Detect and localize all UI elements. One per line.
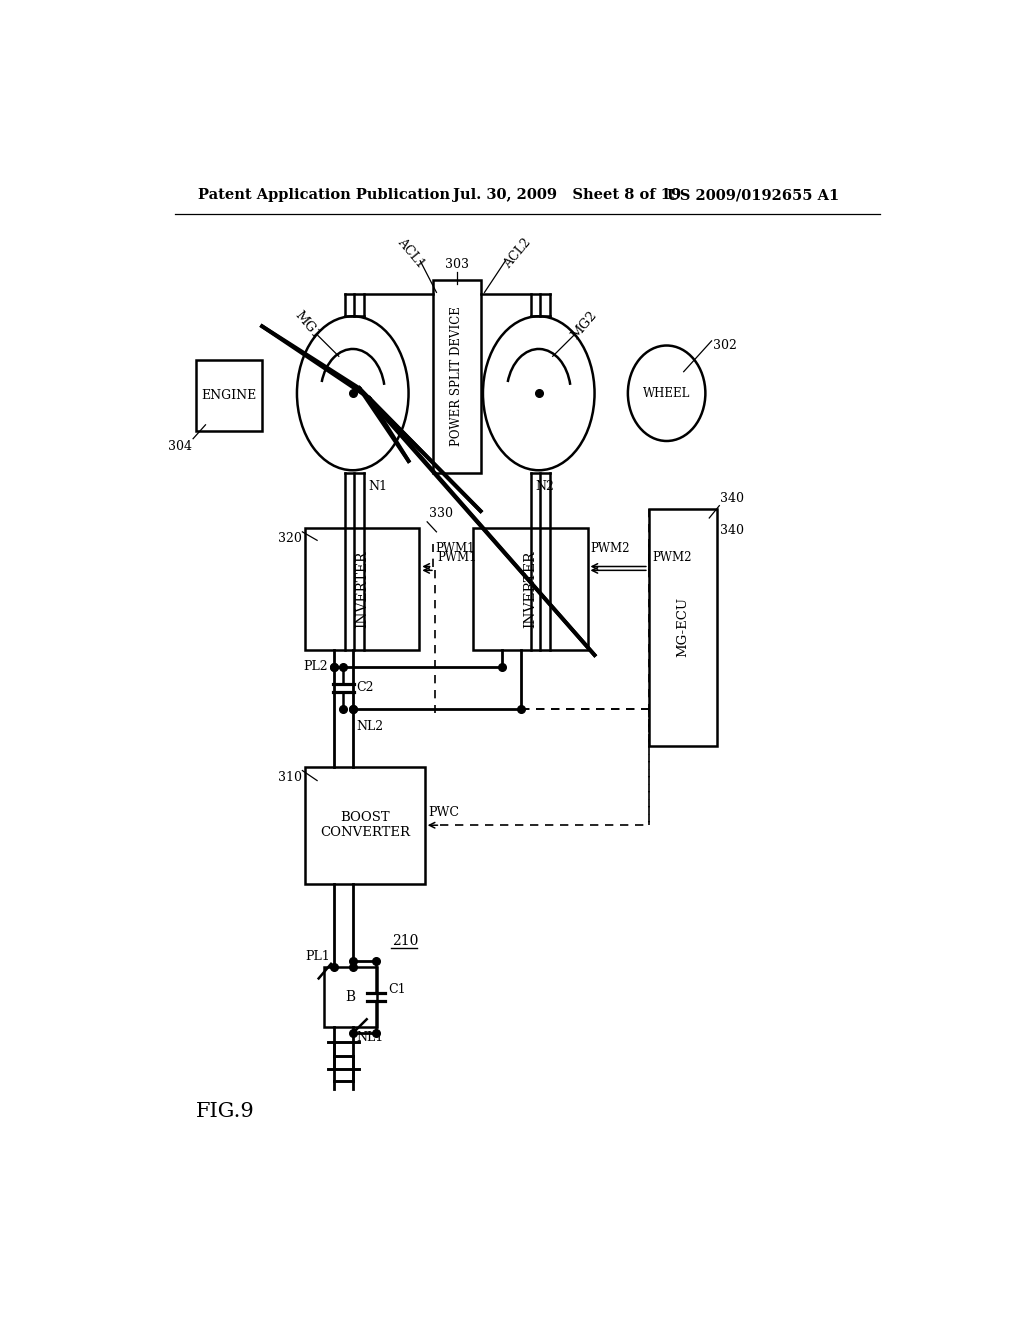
Text: FIG.9: FIG.9 (197, 1102, 255, 1121)
Text: ACL1: ACL1 (394, 235, 427, 271)
Text: 320: 320 (278, 532, 302, 545)
Text: BOOST
CONVERTER: BOOST CONVERTER (319, 812, 410, 840)
Text: US 2009/0192655 A1: US 2009/0192655 A1 (667, 189, 839, 202)
Bar (197, 360, 262, 432)
Text: PWM2: PWM2 (591, 543, 630, 554)
Text: POWER SPLIT DEVICE: POWER SPLIT DEVICE (451, 306, 463, 446)
Bar (305, 528, 420, 649)
Text: ENGINE: ENGINE (202, 389, 257, 403)
Text: 304: 304 (168, 441, 193, 453)
Text: 340: 340 (720, 524, 744, 537)
Text: MG2: MG2 (568, 309, 599, 342)
Text: INVERTER: INVERTER (355, 550, 369, 627)
Text: PL1: PL1 (305, 950, 331, 964)
Text: INVERTER: INVERTER (523, 550, 538, 627)
Text: MG1: MG1 (292, 309, 324, 342)
Text: Patent Application Publication: Patent Application Publication (198, 189, 450, 202)
Text: PWC: PWC (429, 807, 460, 818)
Text: C1: C1 (388, 982, 407, 995)
Text: B: B (345, 990, 355, 1005)
Text: NL2: NL2 (356, 721, 383, 734)
Text: ACL2: ACL2 (502, 236, 534, 271)
Text: PWM2: PWM2 (652, 552, 691, 564)
Text: PWM1: PWM1 (437, 552, 477, 564)
Text: 340: 340 (720, 492, 744, 506)
Text: PWM1: PWM1 (435, 543, 474, 554)
Text: 330: 330 (429, 507, 453, 520)
Bar (432, 280, 480, 473)
Bar (305, 767, 425, 884)
Text: PL2: PL2 (303, 660, 328, 673)
Text: 210: 210 (392, 933, 419, 948)
Bar (324, 966, 377, 1027)
Text: 310: 310 (278, 771, 302, 784)
Bar (473, 528, 588, 649)
Text: C2: C2 (356, 681, 374, 694)
Text: MG-ECU: MG-ECU (677, 597, 689, 657)
Text: Jul. 30, 2009   Sheet 8 of 19: Jul. 30, 2009 Sheet 8 of 19 (454, 189, 682, 202)
Text: NL1: NL1 (356, 1031, 384, 1044)
Text: 303: 303 (444, 257, 469, 271)
Text: N2: N2 (536, 480, 555, 494)
Text: 302: 302 (713, 339, 737, 352)
Text: WHEEL: WHEEL (643, 387, 690, 400)
Text: N1: N1 (369, 480, 387, 494)
Bar (649, 508, 717, 746)
